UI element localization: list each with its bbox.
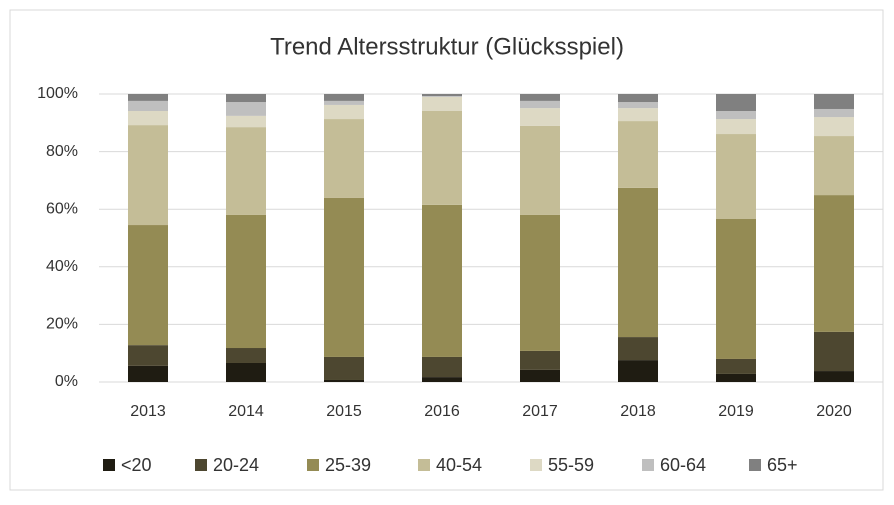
bar-segment: [422, 204, 462, 357]
x-tick-label: 2018: [620, 403, 656, 420]
bar-segment: [324, 379, 364, 382]
bar-segment: [324, 100, 364, 105]
bar-segment: [520, 350, 560, 370]
y-tick-label: 100%: [37, 85, 78, 102]
bar-segment: [716, 119, 756, 135]
legend-label: 65+: [767, 455, 798, 475]
x-tick-label: 2014: [228, 403, 264, 420]
bar-segment: [618, 102, 658, 109]
legend-swatch: [749, 459, 761, 471]
legend-label: <20: [121, 455, 152, 475]
x-tick-label: 2016: [424, 403, 460, 420]
bar-segment: [226, 127, 266, 215]
bar-segment: [520, 214, 560, 351]
bar-segment: [716, 218, 756, 359]
bar-segment: [520, 108, 560, 126]
bar-segment: [226, 348, 266, 363]
bar-segment: [324, 104, 364, 120]
y-tick-label: 0%: [55, 373, 78, 390]
bar-segment: [128, 365, 168, 382]
bar-segment: [128, 225, 168, 346]
bar-segment: [618, 108, 658, 122]
bar-segment: [422, 96, 462, 97]
bar-segment: [814, 108, 854, 118]
bar-segment: [324, 94, 364, 101]
bar-segment: [618, 337, 658, 361]
y-tick-label: 80%: [46, 143, 78, 160]
legend-label: 25-39: [325, 455, 371, 475]
bar-segment: [520, 100, 560, 109]
bar-segment: [128, 125, 168, 226]
legend-swatch: [103, 459, 115, 471]
bar-segment: [814, 94, 854, 109]
y-tick-label: 40%: [46, 258, 78, 275]
bar-segment: [814, 371, 854, 382]
bar-segment: [520, 94, 560, 101]
bar-segment: [618, 360, 658, 382]
legend-swatch: [530, 459, 542, 471]
x-tick-label: 2020: [816, 403, 852, 420]
bar-segment: [716, 358, 756, 374]
bar-segment: [520, 125, 560, 215]
bar-segment: [520, 369, 560, 382]
bar-segment: [324, 197, 364, 357]
bar-segment: [716, 110, 756, 120]
bar-segment: [324, 119, 364, 198]
bar-segment: [422, 356, 462, 378]
legend-swatch: [642, 459, 654, 471]
bar-segment: [128, 100, 168, 111]
bar-segment: [226, 102, 266, 116]
x-tick-label: 2017: [522, 403, 558, 420]
bar-segment: [422, 96, 462, 111]
bar-segment: [716, 373, 756, 382]
bar-segment: [814, 195, 854, 332]
bar-segment: [324, 356, 364, 380]
legend-label: 60-64: [660, 455, 706, 475]
legend-label: 40-54: [436, 455, 482, 475]
bar-segment: [226, 115, 266, 128]
bar-segment: [226, 214, 266, 349]
bar-segment: [422, 377, 462, 382]
legend-label: 20-24: [213, 455, 259, 475]
legend-swatch: [418, 459, 430, 471]
chart-title: Trend Altersstruktur (Glücksspiel): [270, 33, 624, 60]
bar-segment: [618, 187, 658, 338]
legend-swatch: [307, 459, 319, 471]
bar-segment: [814, 136, 854, 196]
bar-segment: [128, 94, 168, 101]
bar-segment: [618, 121, 658, 188]
bar-segment: [422, 110, 462, 205]
x-tick-label: 2019: [718, 403, 754, 420]
y-tick-label: 20%: [46, 316, 78, 333]
x-tick-label: 2015: [326, 403, 362, 420]
bar-segment: [422, 94, 462, 97]
bar-segment: [716, 94, 756, 111]
bar-segment: [814, 117, 854, 137]
bar-segment: [814, 331, 854, 372]
y-tick-label: 60%: [46, 200, 78, 217]
bar-segment: [618, 94, 658, 103]
bar-segment: [226, 94, 266, 103]
bar-segment: [226, 362, 266, 382]
legend-swatch: [195, 459, 207, 471]
bar-segment: [128, 345, 168, 366]
x-tick-label: 2013: [130, 403, 166, 420]
legend-label: 55-59: [548, 455, 594, 475]
bar-segment: [128, 110, 168, 126]
bar-segment: [716, 134, 756, 219]
